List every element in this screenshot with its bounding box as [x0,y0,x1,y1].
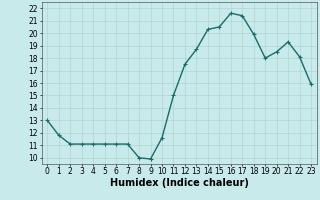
X-axis label: Humidex (Indice chaleur): Humidex (Indice chaleur) [110,178,249,188]
